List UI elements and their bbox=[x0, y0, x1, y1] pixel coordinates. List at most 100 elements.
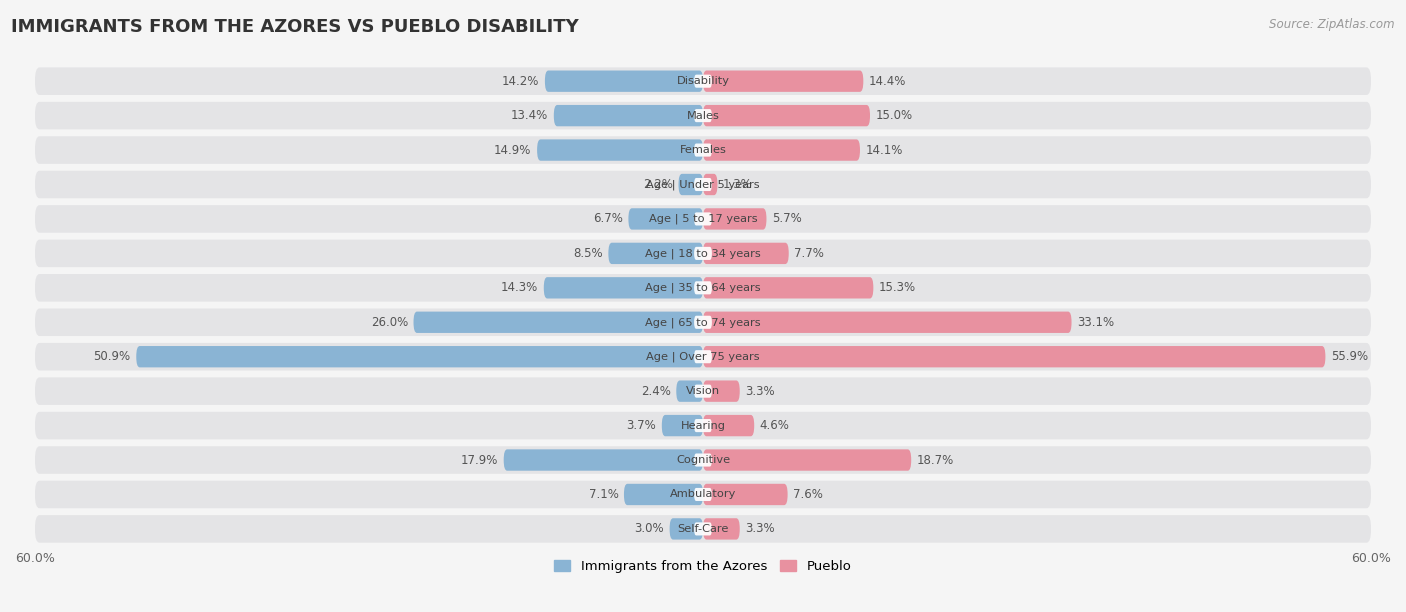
FancyBboxPatch shape bbox=[35, 308, 1371, 336]
FancyBboxPatch shape bbox=[703, 415, 754, 436]
FancyBboxPatch shape bbox=[703, 381, 740, 402]
Text: 14.2%: 14.2% bbox=[502, 75, 540, 88]
Text: IMMIGRANTS FROM THE AZORES VS PUEBLO DISABILITY: IMMIGRANTS FROM THE AZORES VS PUEBLO DIS… bbox=[11, 18, 579, 36]
FancyBboxPatch shape bbox=[628, 208, 703, 230]
FancyBboxPatch shape bbox=[624, 484, 703, 505]
Text: 2.2%: 2.2% bbox=[643, 178, 673, 191]
Text: Age | 18 to 34 years: Age | 18 to 34 years bbox=[645, 248, 761, 259]
Text: 5.7%: 5.7% bbox=[772, 212, 801, 225]
FancyBboxPatch shape bbox=[136, 346, 703, 367]
FancyBboxPatch shape bbox=[703, 140, 860, 161]
Text: 15.0%: 15.0% bbox=[876, 109, 912, 122]
Text: Source: ZipAtlas.com: Source: ZipAtlas.com bbox=[1270, 18, 1395, 31]
FancyBboxPatch shape bbox=[703, 243, 789, 264]
Text: Age | Over 75 years: Age | Over 75 years bbox=[647, 351, 759, 362]
Text: Vision: Vision bbox=[686, 386, 720, 396]
FancyBboxPatch shape bbox=[695, 178, 711, 191]
FancyBboxPatch shape bbox=[703, 277, 873, 299]
FancyBboxPatch shape bbox=[35, 343, 1371, 370]
Text: 1.3%: 1.3% bbox=[723, 178, 752, 191]
FancyBboxPatch shape bbox=[35, 378, 1371, 405]
FancyBboxPatch shape bbox=[695, 247, 711, 260]
Text: 2.4%: 2.4% bbox=[641, 385, 671, 398]
FancyBboxPatch shape bbox=[703, 449, 911, 471]
FancyBboxPatch shape bbox=[703, 105, 870, 126]
FancyBboxPatch shape bbox=[35, 480, 1371, 508]
FancyBboxPatch shape bbox=[35, 274, 1371, 302]
FancyBboxPatch shape bbox=[35, 515, 1371, 543]
FancyBboxPatch shape bbox=[695, 316, 711, 329]
Text: 17.9%: 17.9% bbox=[461, 453, 498, 466]
FancyBboxPatch shape bbox=[35, 136, 1371, 164]
FancyBboxPatch shape bbox=[695, 523, 711, 536]
Text: Females: Females bbox=[679, 145, 727, 155]
FancyBboxPatch shape bbox=[35, 171, 1371, 198]
Text: Hearing: Hearing bbox=[681, 420, 725, 431]
Text: Males: Males bbox=[686, 111, 720, 121]
FancyBboxPatch shape bbox=[695, 212, 711, 225]
FancyBboxPatch shape bbox=[703, 174, 717, 195]
Text: 7.6%: 7.6% bbox=[793, 488, 823, 501]
FancyBboxPatch shape bbox=[695, 350, 711, 364]
FancyBboxPatch shape bbox=[544, 277, 703, 299]
Text: 15.3%: 15.3% bbox=[879, 282, 917, 294]
Text: 7.7%: 7.7% bbox=[794, 247, 824, 260]
Text: 3.3%: 3.3% bbox=[745, 523, 775, 536]
Text: 33.1%: 33.1% bbox=[1077, 316, 1114, 329]
Legend: Immigrants from the Azores, Pueblo: Immigrants from the Azores, Pueblo bbox=[554, 560, 852, 573]
Text: Age | Under 5 years: Age | Under 5 years bbox=[647, 179, 759, 190]
FancyBboxPatch shape bbox=[546, 70, 703, 92]
Text: Disability: Disability bbox=[676, 76, 730, 86]
Text: Self-Care: Self-Care bbox=[678, 524, 728, 534]
FancyBboxPatch shape bbox=[695, 282, 711, 294]
Text: 18.7%: 18.7% bbox=[917, 453, 955, 466]
FancyBboxPatch shape bbox=[703, 312, 1071, 333]
FancyBboxPatch shape bbox=[35, 446, 1371, 474]
FancyBboxPatch shape bbox=[35, 67, 1371, 95]
Text: 8.5%: 8.5% bbox=[574, 247, 603, 260]
FancyBboxPatch shape bbox=[35, 240, 1371, 267]
FancyBboxPatch shape bbox=[609, 243, 703, 264]
FancyBboxPatch shape bbox=[695, 384, 711, 398]
Text: 55.9%: 55.9% bbox=[1331, 350, 1368, 363]
FancyBboxPatch shape bbox=[662, 415, 703, 436]
FancyBboxPatch shape bbox=[703, 70, 863, 92]
Text: 13.4%: 13.4% bbox=[510, 109, 548, 122]
FancyBboxPatch shape bbox=[695, 419, 711, 432]
FancyBboxPatch shape bbox=[703, 518, 740, 540]
Text: 14.1%: 14.1% bbox=[866, 144, 903, 157]
Text: Ambulatory: Ambulatory bbox=[669, 490, 737, 499]
FancyBboxPatch shape bbox=[676, 381, 703, 402]
FancyBboxPatch shape bbox=[413, 312, 703, 333]
FancyBboxPatch shape bbox=[554, 105, 703, 126]
Text: Age | 35 to 64 years: Age | 35 to 64 years bbox=[645, 283, 761, 293]
Text: 26.0%: 26.0% bbox=[371, 316, 408, 329]
FancyBboxPatch shape bbox=[695, 488, 711, 501]
FancyBboxPatch shape bbox=[35, 102, 1371, 129]
FancyBboxPatch shape bbox=[695, 75, 711, 88]
Text: 6.7%: 6.7% bbox=[593, 212, 623, 225]
Text: 7.1%: 7.1% bbox=[589, 488, 619, 501]
Text: 14.3%: 14.3% bbox=[501, 282, 538, 294]
Text: Age | 65 to 74 years: Age | 65 to 74 years bbox=[645, 317, 761, 327]
FancyBboxPatch shape bbox=[35, 205, 1371, 233]
Text: Cognitive: Cognitive bbox=[676, 455, 730, 465]
FancyBboxPatch shape bbox=[503, 449, 703, 471]
FancyBboxPatch shape bbox=[703, 484, 787, 505]
FancyBboxPatch shape bbox=[679, 174, 703, 195]
FancyBboxPatch shape bbox=[669, 518, 703, 540]
Text: Age | 5 to 17 years: Age | 5 to 17 years bbox=[648, 214, 758, 224]
FancyBboxPatch shape bbox=[695, 453, 711, 466]
FancyBboxPatch shape bbox=[537, 140, 703, 161]
Text: 14.9%: 14.9% bbox=[494, 144, 531, 157]
FancyBboxPatch shape bbox=[695, 109, 711, 122]
Text: 14.4%: 14.4% bbox=[869, 75, 907, 88]
Text: 3.7%: 3.7% bbox=[627, 419, 657, 432]
Text: 4.6%: 4.6% bbox=[759, 419, 790, 432]
Text: 3.3%: 3.3% bbox=[745, 385, 775, 398]
Text: 50.9%: 50.9% bbox=[94, 350, 131, 363]
FancyBboxPatch shape bbox=[35, 412, 1371, 439]
FancyBboxPatch shape bbox=[703, 208, 766, 230]
FancyBboxPatch shape bbox=[695, 144, 711, 157]
FancyBboxPatch shape bbox=[703, 346, 1326, 367]
